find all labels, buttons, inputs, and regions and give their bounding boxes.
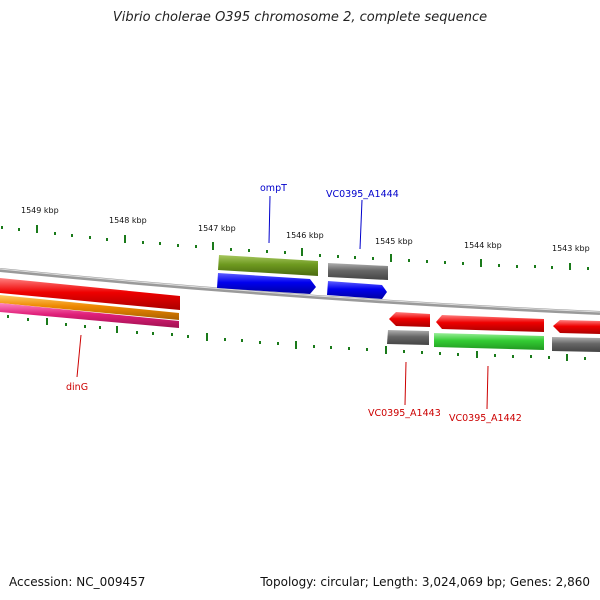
vc0395-a1443-gene-red-arrow[interactable] — [389, 312, 430, 327]
scale-label-1546: 1546 kbp — [286, 231, 324, 240]
gene-label-ompt[interactable]: ompT — [260, 183, 287, 194]
dinG-gene-red[interactable] — [0, 278, 180, 310]
scale-label-1543: 1543 kbp — [552, 244, 590, 253]
vc0395-a1444-gene-gray[interactable] — [328, 263, 388, 280]
map-title: Vibrio cholerae O395 chromosome 2, compl… — [112, 10, 488, 25]
chromosome-backbone — [0, 268, 600, 315]
vc0395-a1442-leader-line — [486, 365, 489, 410]
gene-label-vc0395-a1444[interactable]: VC0395_A1444 — [326, 189, 399, 200]
vc0395-a1442-gene-red-arrow[interactable] — [436, 315, 544, 332]
downstream-gene-red-arrow[interactable] — [553, 320, 600, 334]
topology-summary-text: Topology: circular; Length: 3,024,069 bp… — [260, 575, 590, 589]
vc0395-a1442-gene-green[interactable] — [434, 333, 544, 350]
lower-scale-ticks — [7, 315, 586, 361]
scale-label-1544: 1544 kbp — [464, 241, 502, 250]
dinG-gene-magenta[interactable] — [0, 303, 179, 328]
gene-label-vc0395-a1442[interactable]: VC0395_A1442 — [449, 413, 522, 424]
vc0395-a1443-gene-gray[interactable] — [387, 330, 429, 345]
scale-label-1549: 1549 kbp — [21, 206, 59, 215]
scale-label-1545: 1545 kbp — [375, 237, 413, 246]
dinG-gene-orange[interactable] — [0, 295, 179, 320]
chromosome-backbone-highlight — [0, 268, 600, 313]
vc0395-a1444-gene-blue-arrow[interactable] — [327, 281, 387, 299]
scale-label-1547: 1547 kbp — [198, 224, 236, 233]
accession-text: Accession: NC_009457 — [9, 575, 146, 589]
ompt-gene-olive[interactable] — [218, 255, 318, 276]
gene-label-ding[interactable]: dinG — [66, 382, 88, 393]
ding-leader-line — [76, 334, 82, 378]
upper-scale-ticks — [1, 225, 589, 270]
downstream-gene-gray[interactable] — [552, 337, 600, 352]
vc0395-a1443-leader-line — [404, 361, 407, 406]
ompt-gene-blue-arrow[interactable] — [217, 273, 316, 294]
gene-label-vc0395-a1443[interactable]: VC0395_A1443 — [368, 408, 441, 419]
vc0395-a1444-leader-line — [359, 199, 363, 250]
scale-label-1548: 1548 kbp — [109, 216, 147, 225]
ompt-leader-line — [268, 195, 271, 244]
